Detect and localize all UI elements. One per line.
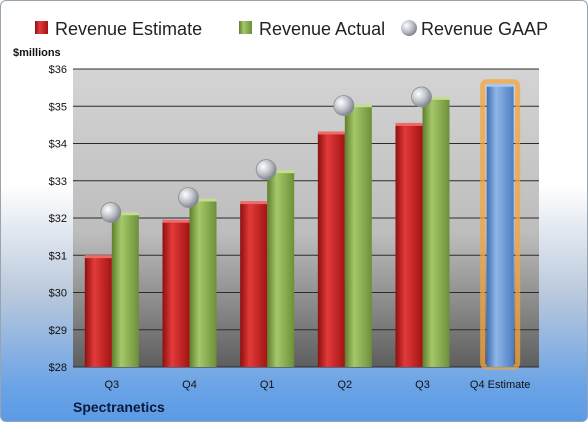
- bar-cap: [240, 201, 268, 205]
- bar-cap: [486, 83, 514, 87]
- point-gaap: [411, 86, 432, 108]
- bars: [84, 79, 521, 370]
- bar-cap: [189, 198, 217, 202]
- x-tick-label: Q3: [104, 379, 119, 391]
- bar-cap: [422, 96, 450, 100]
- bar-actual: [344, 106, 372, 367]
- bar-estimate-forecast: [486, 85, 514, 367]
- y-axis-ticks: $28 $29 $30 $31 $32 $33 $34 $35 $36: [49, 64, 67, 374]
- bar-actual: [189, 200, 217, 367]
- y-tick-label: $36: [49, 64, 67, 76]
- bar-actual: [111, 214, 139, 367]
- legend-swatch-estimate: [35, 21, 48, 34]
- bar-cap: [84, 255, 112, 259]
- bar-cap: [162, 219, 190, 223]
- legend-label-estimate: Revenue Estimate: [55, 19, 202, 39]
- bar-estimate: [162, 221, 190, 367]
- bar-actual: [422, 98, 450, 368]
- y-axis-unit: $millions: [13, 47, 61, 59]
- y-tick-label: $28: [49, 362, 67, 374]
- x-tick-label: Q2: [337, 379, 352, 391]
- bar-estimate: [317, 133, 345, 367]
- legend-swatch-gaap: [401, 20, 417, 36]
- y-tick-label: $35: [49, 101, 67, 113]
- y-tick-label: $31: [49, 250, 67, 262]
- legend-label-gaap: Revenue GAAP: [421, 19, 548, 39]
- company-name: Spectranetics: [73, 399, 165, 415]
- x-tick-label: Q3: [415, 379, 430, 391]
- gridlines: [73, 68, 539, 368]
- legend-label-actual: Revenue Actual: [259, 19, 385, 39]
- x-tick-label: Q1: [260, 379, 275, 391]
- y-tick-label: $33: [49, 176, 67, 188]
- bar-estimate: [395, 124, 423, 367]
- x-tick-label: Q4: [182, 379, 197, 391]
- y-tick-label: $30: [49, 288, 67, 300]
- point-gaap: [255, 159, 277, 180]
- point-gaap: [178, 187, 199, 208]
- legend: Revenue Estimate Revenue Actual Revenue …: [35, 19, 548, 39]
- y-tick-label: $29: [49, 325, 67, 337]
- bar-estimate: [84, 257, 112, 367]
- legend-swatch-actual: [239, 21, 252, 34]
- point-gaap: [100, 202, 122, 223]
- point-gaap: [333, 95, 355, 116]
- y-tick-label: $34: [49, 139, 67, 151]
- bar-actual: [267, 172, 295, 367]
- x-tick-label: Q4 Estimate: [470, 379, 531, 391]
- y-tick-label: $32: [49, 213, 67, 225]
- bar-cap: [317, 131, 345, 135]
- x-axis-ticks: Q3 Q4 Q1 Q2 Q3 Q4 Estimate: [104, 379, 530, 391]
- bar-cap: [395, 122, 423, 126]
- bar-cap: [267, 170, 295, 174]
- bar-cap: [344, 104, 372, 108]
- bar-cap: [111, 212, 139, 216]
- bar-estimate: [240, 203, 268, 367]
